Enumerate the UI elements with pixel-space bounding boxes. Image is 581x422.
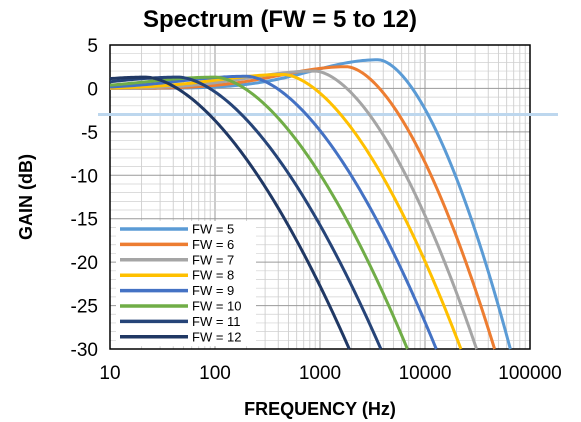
grid	[109, 44, 530, 350]
x-axis-title: FREQUENCY (Hz)	[244, 399, 396, 419]
legend-label: FW = 6	[192, 237, 234, 252]
legend-label: FW = 10	[192, 299, 242, 314]
legend-label: FW = 9	[192, 283, 234, 298]
legend-label: FW = 7	[192, 252, 234, 267]
x-tick-labels: 10 100 1000 10000 100000	[99, 363, 561, 384]
legend-label: FW = 5	[192, 222, 234, 237]
x-tick-label: 100000	[498, 363, 561, 384]
legend-background	[116, 221, 256, 347]
y-tick-label: 5	[87, 36, 98, 57]
series-line-fw-7	[109, 69, 479, 350]
x-tick-label: 100	[199, 363, 231, 384]
series-line-fw-12	[109, 75, 351, 350]
y-tick-label: -25	[71, 297, 98, 318]
x-tick-label: 10000	[399, 363, 452, 384]
plot-border	[109, 44, 531, 350]
chart-title: Spectrum (FW = 5 to 12)	[143, 6, 417, 33]
y-tick-label: -20	[71, 253, 98, 274]
y-tick-label: -10	[71, 166, 98, 187]
series-line-fw-8	[109, 73, 463, 350]
y-tick-label: 0	[87, 79, 98, 100]
x-tick-label: 1000	[299, 363, 341, 384]
y-tick-labels: 5 0 -5 -10 -15 -20 -25 -30	[71, 36, 98, 361]
y-axis-title: GAIN (dB)	[16, 154, 36, 240]
y-tick-label: -30	[71, 340, 98, 361]
x-tick-label: 10	[99, 363, 120, 384]
y-tick-label: -5	[81, 123, 98, 144]
legend-label: FW = 8	[192, 268, 234, 283]
legend-label: FW = 11	[192, 314, 241, 329]
legend-label: FW = 12	[192, 329, 242, 344]
y-tick-label: -15	[71, 210, 98, 231]
series-group	[109, 58, 512, 350]
legend: FW = 5FW = 6FW = 7FW = 8FW = 9FW = 10FW …	[116, 221, 256, 347]
